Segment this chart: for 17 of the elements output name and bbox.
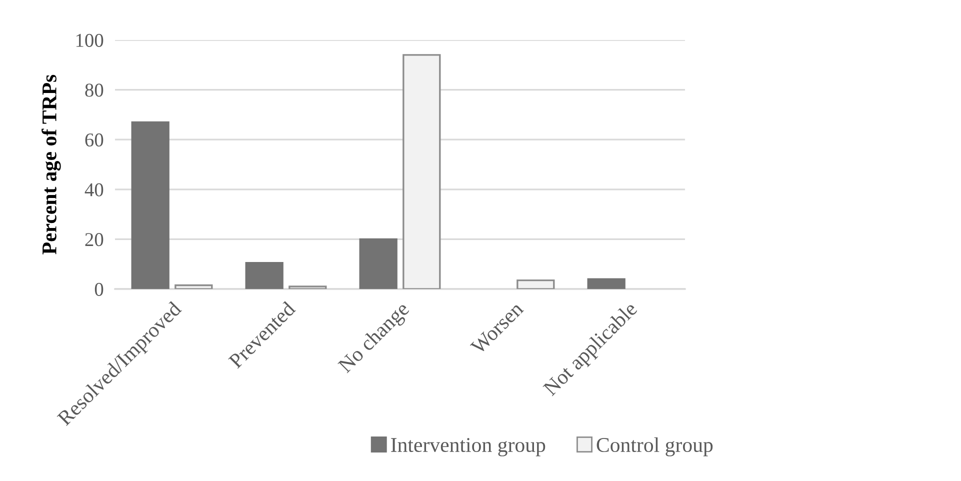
legend-label: Intervention group (391, 438, 546, 456)
bar (587, 278, 626, 289)
y-tick-label: 0 (94, 282, 104, 296)
y-tick-label: 20 (85, 233, 104, 246)
y-tick-label: 40 (84, 183, 104, 196)
bar (402, 54, 441, 289)
y-tick-label: 80 (85, 84, 104, 97)
bar (174, 284, 213, 289)
bar (245, 262, 284, 289)
bar (359, 238, 398, 289)
bar (131, 121, 170, 289)
y-axis-title: Percent age of TRPs (42, 74, 61, 254)
y-tick-label: 60 (85, 133, 104, 147)
bar (288, 286, 327, 289)
legend-label: Control group (596, 437, 713, 456)
y-tick-label: 100 (76, 34, 104, 47)
bar (516, 279, 555, 289)
